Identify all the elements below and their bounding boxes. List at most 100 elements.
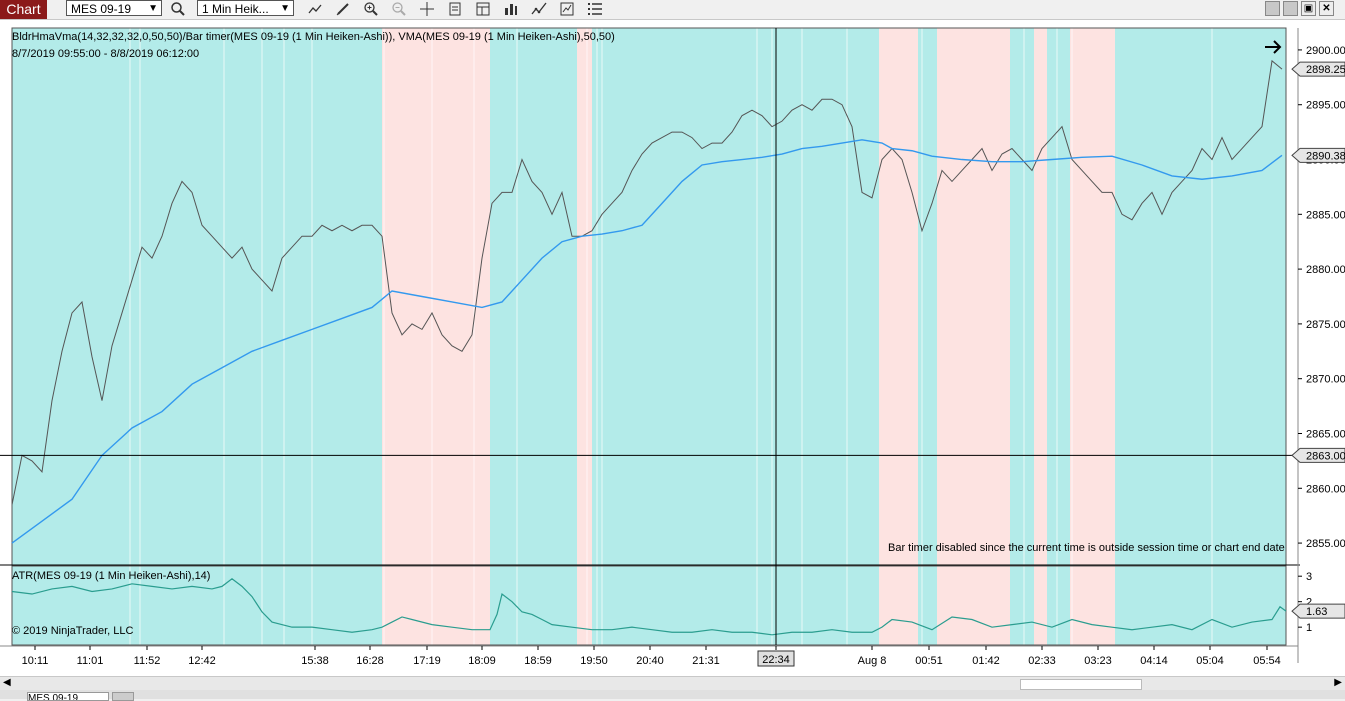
arrow-right-icon[interactable] [1263,39,1283,55]
atr-panel-frame [11,565,1287,646]
y-tick-label: 2875.00 [1306,319,1345,331]
y-tick-label: 2860.00 [1306,483,1345,495]
line-icon[interactable] [307,1,323,17]
chart-area[interactable]: 2900.002895.002890.002885.002880.002875.… [0,20,1345,676]
trend-zone [12,566,382,645]
x-tick-label: 01:42 [972,655,1000,667]
strategies-icon[interactable] [559,1,575,17]
scroll-left-icon[interactable]: ◀ [3,677,11,688]
restore-icon[interactable] [1283,1,1298,16]
trend-zone [918,566,937,645]
zoom-out-icon[interactable] [391,1,407,17]
close-icon[interactable]: ✕ [1319,1,1334,16]
x-tick-label: 02:33 [1028,655,1056,667]
trend-zone [1209,28,1286,565]
trend-zone [1115,566,1209,645]
x-tick-label: 04:14 [1140,655,1168,667]
bar-style-icon[interactable] [503,1,519,17]
x-tick-label: 17:19 [413,655,441,667]
trend-zone [918,28,937,565]
scroll-right-icon[interactable]: ▶ [1334,677,1342,688]
copyright: © 2019 NinjaTrader, LLC [12,625,134,637]
bar-timer-message: Bar timer disabled since the current tim… [888,542,1285,554]
atr-title: ATR(MES 09-19 (1 Min Heiken-Ashi),14) [12,570,211,582]
chevron-down-icon: ▼ [148,3,158,14]
x-tick-label: 11:52 [134,655,161,667]
crosshair-price-marker-bg [1291,447,1345,463]
trend-zone [1070,566,1115,645]
minimize-icon[interactable] [1265,1,1280,16]
date-range: 8/7/2019 09:55:00 - 8/8/2019 06:12:00 [12,48,200,60]
x-tick-label: 05:54 [1253,655,1281,667]
y-tick-label: 1 [1306,622,1312,634]
indicator-title: BldrHmaVma(14,32,32,32,0,50,50)/Bar time… [12,31,615,43]
crosshair-time-label: 22:34 [762,654,790,666]
indicators-icon[interactable] [531,1,547,17]
crosshair-price-marker: 2863.00 [1306,450,1345,462]
x-tick-label: 11:01 [77,655,104,667]
trend-zone [937,566,1010,645]
tab-instrument[interactable]: MES 09-19 [27,692,109,701]
price-vma-marker-bg [1291,147,1345,163]
trend-zone [577,566,592,645]
x-tick-label: 19:50 [580,655,608,667]
chart-tab[interactable]: Chart [0,0,47,19]
trend-zone [490,566,577,645]
scrollbar-thumb[interactable] [1020,679,1142,690]
trend-zone [592,28,879,565]
x-tick-label: 12:42 [188,655,216,667]
x-tick-label: 16:28 [356,655,384,667]
zoom-in-icon[interactable] [363,1,379,17]
instrument-value: MES 09-19 [71,2,132,16]
trend-zone [1010,28,1034,565]
y-tick-label: 2900.00 [1306,45,1345,57]
properties-icon[interactable] [447,1,463,17]
pencil-icon[interactable] [335,1,351,17]
y-tick-label: 3 [1306,571,1312,583]
atr-last-marker: 1.63 [1306,606,1327,618]
interval-select[interactable]: 1 Min Heik... ▼ [197,0,294,16]
search-icon[interactable] [170,1,186,17]
chart-canvas[interactable]: 2900.002895.002890.002885.002880.002875.… [0,20,1345,676]
trend-zone [879,28,918,565]
trend-zone [1047,566,1070,645]
menu-icon[interactable] [587,1,603,17]
trend-zone [879,566,918,645]
x-tick-label: 18:59 [524,655,552,667]
series-line-atr [11,577,1287,636]
y-tick-label: 2880.00 [1306,264,1345,276]
x-tick-label: 10:11 [22,655,49,667]
x-tick-label: 03:23 [1084,655,1112,667]
crosshair-time-bg [757,650,795,667]
chevron-down-icon: ▼ [280,3,290,14]
trend-zone [592,566,879,645]
price-vma-marker: 2890.38 [1306,150,1345,162]
data-box-icon[interactable] [475,1,491,17]
trend-zone [490,28,577,565]
trend-zone [1047,28,1070,565]
interval-value: 1 Min Heik... [202,2,269,16]
instrument-select[interactable]: MES 09-19 ▼ [66,0,162,16]
y-tick-label: 2885.00 [1306,209,1345,221]
y-tick-label: 2 [1306,597,1312,609]
horizontal-scrollbar[interactable]: ◀ ▶ [0,676,1345,691]
x-tick-label: 21:31 [692,655,720,667]
trend-zone [1034,566,1047,645]
x-tick-label: 05:04 [1196,655,1224,667]
maximize-icon[interactable]: ▣ [1301,1,1316,16]
x-tick-label: 15:38 [301,655,329,667]
y-tick-label: 2895.00 [1306,100,1345,112]
add-tab-button[interactable] [112,692,134,701]
trend-zone [382,28,490,565]
trend-zone [12,28,382,565]
x-tick-label: 18:09 [468,655,496,667]
crosshair-icon[interactable] [419,1,435,17]
trend-zone [382,566,490,645]
trend-zone [1010,566,1034,645]
trend-zone [1115,28,1209,565]
y-tick-label: 2855.00 [1306,538,1345,550]
x-tick-label: 20:40 [636,655,664,667]
trend-zone [1034,28,1047,565]
series-line-price [11,59,1283,505]
trend-zone [1209,566,1286,645]
